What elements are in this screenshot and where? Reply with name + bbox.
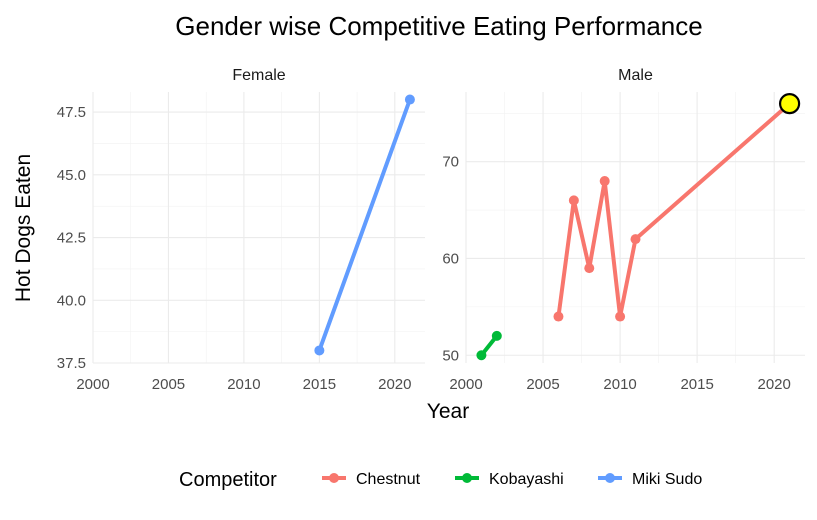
legend-label: Chestnut: [356, 471, 421, 488]
y-tick-label: 37.5: [57, 355, 86, 372]
legend-item-chestnut: Chestnut: [322, 471, 421, 488]
data-point: [615, 311, 626, 322]
x-tick-label: 2000: [449, 376, 482, 393]
legend-item-kobayashi: Kobayashi: [455, 471, 564, 488]
data-point: [584, 263, 595, 274]
data-point: [553, 311, 564, 322]
data-point: [491, 330, 502, 341]
legend-label: Kobayashi: [489, 471, 564, 488]
legend: Competitor Chestnut Kobayashi Miki Sudo: [179, 469, 702, 491]
panel-male: Male 2000 2005 2010 2015 2020 50 60 70: [442, 67, 805, 393]
chart-title: Gender wise Competitive Eating Performan…: [175, 11, 702, 41]
y-tick-label: 70: [442, 154, 459, 171]
x-tick-label: 2010: [603, 376, 636, 393]
series-line-miki-sudo: [317, 97, 412, 353]
legend-key-point: [462, 473, 472, 483]
panels: Female 2000 2005 2010 2015 2020 37.5 40.0 42.5 45…: [57, 67, 805, 393]
data-point: [476, 350, 487, 361]
legend-title: Competitor: [179, 469, 277, 491]
y-tick-label: 47.5: [57, 104, 86, 121]
x-tick-label: 2020: [757, 376, 790, 393]
data-point: [630, 234, 641, 245]
panel-female: Female 2000 2005 2010 2015 2020 37.5 40.0 42.5 45…: [57, 67, 425, 393]
x-tick-label: 2015: [680, 376, 713, 393]
x-tick-label: 2000: [76, 376, 109, 393]
y-tick-label: 40.0: [57, 292, 86, 309]
y-tick-label: 50: [442, 347, 459, 364]
y-tick-label: 60: [442, 250, 459, 267]
x-axis-title: Year: [427, 400, 469, 423]
data-point: [568, 195, 579, 206]
y-tick-label: 42.5: [57, 230, 86, 247]
facet-label: Male: [618, 67, 653, 84]
legend-item-miki-sudo: Miki Sudo: [598, 471, 702, 488]
x-tick-label: 2015: [303, 376, 336, 393]
legend-label: Miki Sudo: [632, 471, 702, 488]
data-point: [314, 345, 325, 356]
facet-label: Female: [232, 67, 285, 84]
data-point: [599, 176, 610, 187]
legend-key-point: [329, 473, 339, 483]
x-tick-label: 2005: [152, 376, 185, 393]
x-tick-label: 2020: [378, 376, 411, 393]
x-tick-label: 2005: [526, 376, 559, 393]
legend-key-point: [605, 473, 615, 483]
y-tick-label: 45.0: [57, 167, 86, 184]
y-axis-title: Hot Dogs Eaten: [12, 154, 35, 302]
highlight-point: [778, 93, 801, 115]
data-point: [404, 94, 415, 105]
x-tick-label: 2010: [227, 376, 260, 393]
